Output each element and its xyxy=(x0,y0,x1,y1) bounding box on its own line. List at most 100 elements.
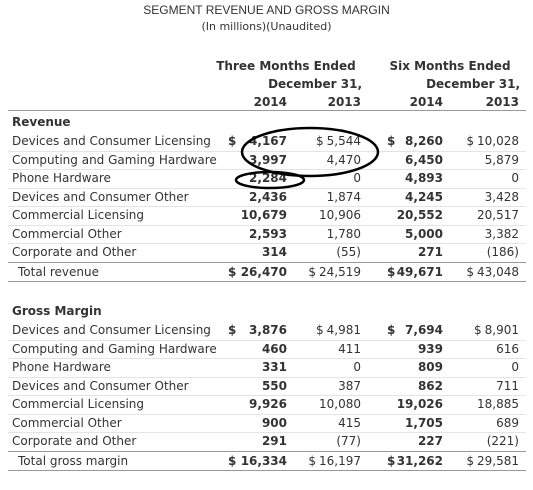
cell-value: 616 xyxy=(496,341,519,356)
cell-value: 19,026 xyxy=(396,397,443,411)
row-label: Commercial Other xyxy=(12,415,122,430)
cell-value: 3,382 xyxy=(484,226,519,241)
rule xyxy=(8,206,526,207)
cell-value: 227 xyxy=(417,434,443,448)
cell-value: $16,197 xyxy=(308,453,361,468)
cell-value: 331 xyxy=(261,360,287,374)
cell-value: 0 xyxy=(511,171,519,185)
cell-value: 10,679 xyxy=(240,208,287,222)
row-label: Computing and Gaming Hardware xyxy=(12,341,217,356)
cell-value: 900 xyxy=(261,415,287,430)
cell-value: $24,519 xyxy=(308,264,361,279)
rule xyxy=(8,376,526,378)
cell-value: 0 xyxy=(353,360,361,374)
cell-value: 10,906 xyxy=(319,208,361,222)
cell-value: 809 xyxy=(417,360,443,374)
rule xyxy=(8,243,526,244)
rule xyxy=(8,432,526,433)
cell-value: 10,080 xyxy=(319,397,361,411)
circle-annotation xyxy=(234,170,306,190)
currency-symbol: $ xyxy=(474,323,482,337)
cell-value: 20,517 xyxy=(477,208,519,222)
cell-value: 4,245 xyxy=(405,189,443,204)
currency-symbol: $ xyxy=(228,323,237,337)
cell-value: 314 xyxy=(261,245,287,259)
cell-value: 387 xyxy=(338,378,361,393)
cell-value: 711 xyxy=(496,378,519,393)
currency-symbol: $ xyxy=(466,134,474,148)
title: SEGMENT REVENUE AND GROSS MARGIN xyxy=(143,3,390,17)
rule xyxy=(8,150,526,152)
cell-value: 291 xyxy=(261,434,287,448)
column-year: 2014 xyxy=(253,95,287,109)
currency-symbol: $ xyxy=(387,134,396,148)
currency-symbol: $ xyxy=(387,453,396,468)
rule xyxy=(8,413,526,415)
column-group-header: December 31, xyxy=(426,77,520,91)
cell-value: 2,284 xyxy=(249,171,287,185)
currency-symbol: $ xyxy=(228,134,237,148)
cell-value: 3,997 xyxy=(249,152,287,167)
rule xyxy=(8,395,526,396)
cell-value: 5,879 xyxy=(484,152,519,167)
row-label: Devices and Consumer Other xyxy=(12,378,189,393)
row-label: Devices and Consumer Other xyxy=(12,189,189,204)
cell-value: 939 xyxy=(417,341,443,356)
cell-value: (221) xyxy=(486,434,519,448)
cell-value: 411 xyxy=(338,341,361,356)
cell-value: (186) xyxy=(486,245,519,259)
total-label: Total gross margin xyxy=(18,453,129,468)
cell-value: 0 xyxy=(353,171,361,185)
cell-value: $43,048 xyxy=(466,264,519,279)
currency-symbol: $ xyxy=(316,134,324,148)
cell-value: 550 xyxy=(261,378,287,393)
row-label: Devices and Consumer Licensing xyxy=(12,134,211,148)
currency-symbol: $ xyxy=(308,453,316,468)
row-label: Commercial Licensing xyxy=(12,208,144,222)
cell-value: 4,893 xyxy=(405,171,443,185)
rule xyxy=(8,450,526,452)
cell-value: 460 xyxy=(261,341,287,356)
row-label: Phone Hardware xyxy=(12,360,111,374)
cell-value: 0 xyxy=(511,360,519,374)
rule xyxy=(8,280,526,282)
cell-value: 862 xyxy=(417,378,443,393)
currency-symbol: $ xyxy=(466,264,474,279)
cell-value: 271 xyxy=(417,245,443,259)
cell-value: 1,780 xyxy=(326,226,361,241)
cell-value: 3,876 xyxy=(249,323,287,337)
section-title: Gross Margin xyxy=(12,304,102,318)
cell-value: 8,260 xyxy=(405,134,443,148)
cell-value: 2,593 xyxy=(249,226,287,241)
row-label: Corporate and Other xyxy=(12,245,137,259)
cell-value: 26,470 xyxy=(240,264,287,279)
cell-value: $8,901 xyxy=(474,323,519,337)
circle-annotation xyxy=(240,126,380,178)
currency-symbol: $ xyxy=(228,264,237,279)
rule xyxy=(8,339,526,341)
currency-symbol: $ xyxy=(387,323,396,337)
cell-value: 7,694 xyxy=(405,323,443,337)
row-label: Corporate and Other xyxy=(12,434,137,448)
currency-symbol: $ xyxy=(387,264,396,279)
column-group-header: Three Months Ended xyxy=(216,59,356,73)
rule xyxy=(8,110,526,111)
cell-value: 18,885 xyxy=(477,397,519,411)
currency-symbol: $ xyxy=(466,453,474,468)
cell-value: 20,552 xyxy=(396,208,443,222)
row-label: Devices and Consumer Licensing xyxy=(12,323,211,337)
cell-value: 689 xyxy=(496,415,519,430)
cell-value: 16,334 xyxy=(240,453,287,468)
cell-value: 4,470 xyxy=(326,152,361,167)
row-label: Commercial Licensing xyxy=(12,397,144,411)
column-group-header: Six Months Ended xyxy=(389,59,511,73)
row-label: Phone Hardware xyxy=(12,171,111,185)
cell-value: 9,926 xyxy=(249,397,287,411)
cell-value: 1,874 xyxy=(326,189,361,204)
row-label: Computing and Gaming Hardware xyxy=(12,152,217,167)
cell-value: 5,000 xyxy=(405,226,443,241)
currency-symbol: $ xyxy=(316,323,324,337)
column-year: 2013 xyxy=(327,95,361,109)
